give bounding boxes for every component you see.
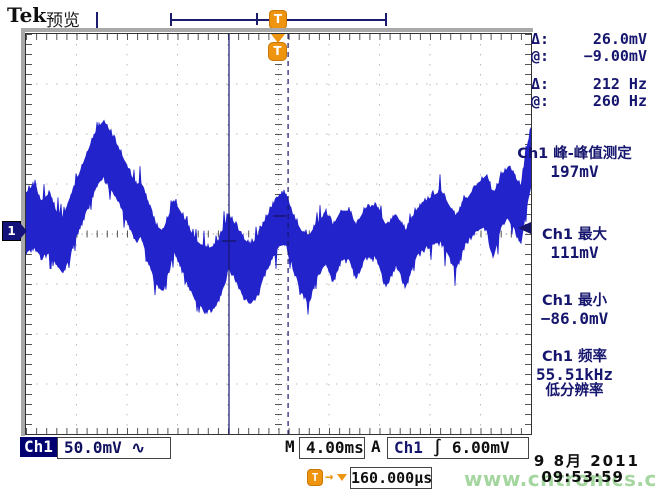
cursor-at-voltage: @: −9.00mV [531, 48, 647, 65]
cursor-at-freq-label: @: [531, 92, 550, 110]
time-readout: 09:53:59 [541, 468, 624, 486]
waveform-plot [26, 34, 531, 434]
measurement-minimum: Ch1 最小 −86.0mV [494, 293, 655, 327]
delay-arrow-icon: → [325, 469, 334, 485]
record-window-right-bracket [385, 13, 387, 26]
graticule [25, 33, 532, 435]
cursor-at-freq-value: 260 Hz [592, 92, 647, 110]
measurement-value: 197mV [550, 162, 599, 181]
date-readout: 9 8月 2011 [533, 452, 640, 470]
watermark: www.cntronics.com [464, 467, 655, 491]
measurement-title: Ch1 频率 [541, 349, 608, 365]
cursor-delta-freq-value: 212 Hz [592, 75, 647, 93]
ac-coupling-icon: ∿ [131, 438, 145, 457]
cursor-at-label: @: [531, 47, 550, 65]
delay-down-triangle-icon [337, 474, 347, 481]
channel1-ground-marker: 1 [2, 221, 27, 241]
record-window-center-tick [256, 13, 258, 25]
measurement-value: 111mV [550, 243, 599, 262]
trigger-readout: Ch1 ∫ 6.00mV [387, 437, 529, 459]
cursor-at-value: −9.00mV [583, 47, 647, 65]
trigger-position-icon: T [270, 11, 286, 28]
vertical-scale-readout: 50.0mV ∿ [57, 437, 171, 459]
timebase-prefix: M [285, 437, 295, 456]
trigger-marker-icon: T [269, 43, 286, 60]
cursor-delta-voltage: Δ: 26.0mV [531, 31, 647, 48]
record-position-tick [96, 12, 98, 29]
trigger-level-value: 6.00mV [451, 438, 510, 457]
cursor-delta-label: Δ: [531, 30, 550, 48]
delay-value: 160.000µs [350, 467, 433, 489]
channel1-badge: Ch1 [20, 437, 57, 457]
delay-trigger-icon: T [308, 470, 322, 485]
measurement-value: 55.51kHz [535, 365, 614, 384]
measurement-peak-to-peak: Ch1 峰-峰值测定 197mV [494, 146, 655, 180]
status-bar: Ch1 50.0mV ∿ M 4.00ms A Ch1 ∫ 6.00mV [0, 436, 655, 460]
screen-bevel-top [21, 28, 533, 32]
timebase-readout: 4.00ms [299, 437, 365, 459]
measurement-note: 低分辨率 [545, 383, 604, 399]
measurement-title: Ch1 峰-峰值测定 [517, 146, 632, 162]
measurement-title: Ch1 最大 [541, 227, 608, 243]
acquisition-mode-label: 预览 [46, 11, 80, 31]
rising-edge-icon: ∫ [432, 438, 443, 457]
record-window-left-bracket [170, 13, 172, 26]
trigger-marker-arrow-icon [271, 34, 285, 43]
cursor-readouts: Δ: 26.0mV @: −9.00mV Δ: 212 Hz @: 260 Hz [531, 31, 647, 110]
measurement-value: −86.0mV [540, 309, 609, 328]
trigger-source: Ch1 [394, 438, 423, 457]
measurement-maximum: Ch1 最大 111mV [494, 227, 655, 261]
trigger-mode-label: A [371, 437, 381, 456]
vertical-scale-value: 50.0mV [64, 438, 122, 457]
cursor-delta-value: 26.0mV [592, 30, 647, 48]
measurement-frequency: Ch1 频率 55.51kHz 低分辨率 [494, 349, 655, 400]
cursor-delta-freq-label: Δ: [531, 75, 550, 93]
tek-logo: Tek [7, 3, 47, 27]
measurement-title: Ch1 最小 [541, 293, 608, 309]
cursor-at-frequency: @: 260 Hz [531, 93, 647, 110]
cursor-delta-frequency: Δ: 212 Hz [531, 76, 647, 93]
